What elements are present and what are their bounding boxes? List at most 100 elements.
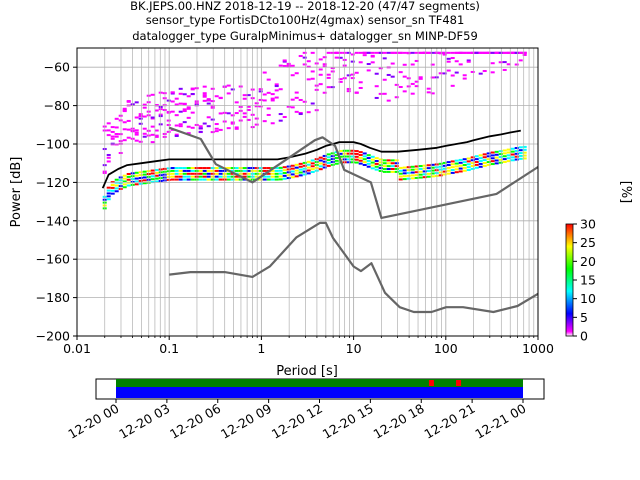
density-cell	[494, 159, 499, 162]
density-cell	[142, 182, 147, 185]
x-tick-label: 0.01	[63, 341, 91, 356]
density-cell	[514, 147, 519, 150]
density-cell	[290, 167, 295, 170]
density-cell	[186, 132, 191, 135]
density-cell	[174, 134, 179, 137]
colorbar-tick-label: 25	[580, 235, 596, 250]
density-cell	[510, 51, 515, 54]
density-cell	[406, 51, 411, 54]
density-cell	[346, 87, 351, 90]
density-cell	[318, 159, 323, 162]
density-cell	[398, 71, 403, 74]
density-cell	[186, 169, 191, 172]
density-cell	[358, 61, 363, 64]
density-cell	[110, 184, 115, 187]
density-cell	[242, 175, 247, 178]
density-cell	[302, 164, 307, 167]
density-cell	[198, 178, 203, 181]
density-cell	[154, 109, 159, 112]
density-cell	[138, 113, 143, 116]
density-cell	[290, 164, 295, 167]
density-cell	[418, 173, 423, 176]
density-cell	[430, 172, 435, 175]
density-cell	[294, 110, 299, 113]
density-cell	[386, 168, 391, 170]
density-cell	[402, 169, 407, 172]
density-cell	[178, 102, 183, 105]
density-cell	[286, 177, 291, 180]
density-cell	[298, 55, 303, 58]
y-tick-label: −60	[44, 60, 70, 75]
density-cell	[474, 161, 479, 164]
density-cell	[374, 51, 379, 54]
density-cell	[270, 175, 275, 178]
density-cell	[514, 63, 519, 66]
density-cell	[478, 72, 483, 75]
density-cell	[486, 158, 491, 161]
density-cell	[402, 75, 407, 78]
density-cell	[226, 175, 231, 178]
density-cell	[358, 153, 363, 156]
density-cell	[186, 172, 191, 175]
density-cell	[374, 162, 379, 165]
density-cell	[382, 159, 387, 162]
density-cell	[138, 117, 143, 120]
density-cell	[446, 166, 451, 169]
density-cell	[522, 154, 527, 157]
density-cell	[482, 159, 487, 162]
plot-frame	[76, 47, 539, 337]
density-cell	[230, 169, 235, 172]
density-cell	[462, 77, 467, 80]
density-cell	[426, 172, 431, 175]
density-cell	[330, 67, 335, 70]
density-cell	[358, 86, 363, 89]
density-cell	[106, 129, 111, 132]
density-cell	[370, 167, 375, 170]
density-cell	[498, 161, 503, 164]
density-cell	[290, 170, 295, 173]
density-cell	[242, 167, 247, 170]
density-cell	[166, 170, 171, 173]
density-cell	[182, 108, 187, 111]
density-cell	[518, 51, 523, 54]
density-cell	[298, 165, 303, 168]
density-cell	[186, 125, 191, 128]
density-cell	[430, 175, 435, 178]
density-cell	[258, 178, 263, 181]
density-cell	[290, 64, 295, 67]
density-cell	[402, 51, 407, 54]
density-cell	[310, 70, 315, 73]
density-cell	[278, 169, 283, 172]
density-cell	[134, 177, 139, 180]
density-cell	[294, 72, 299, 75]
density-cell	[518, 149, 523, 152]
density-cell	[206, 172, 211, 175]
density-cell	[414, 80, 419, 83]
density-cell	[410, 82, 415, 85]
density-cell	[470, 162, 475, 165]
density-cell	[302, 63, 307, 66]
density-cell	[290, 74, 295, 77]
coverage-tick-label: 12-20 18	[371, 401, 427, 442]
density-cell	[462, 163, 467, 166]
density-cell	[282, 177, 287, 180]
density-cell	[334, 162, 339, 165]
density-cell	[282, 174, 287, 177]
density-cell	[394, 83, 399, 86]
density-cell	[170, 91, 175, 94]
density-cell	[134, 131, 139, 134]
density-cell	[154, 134, 159, 137]
coverage-tick-label: 12-20 15	[320, 401, 376, 442]
density-cell	[302, 167, 307, 170]
density-cell	[454, 159, 459, 162]
density-cell	[182, 121, 187, 124]
density-cell	[246, 169, 251, 172]
density-cell	[414, 85, 419, 88]
density-cell	[466, 157, 471, 160]
density-cell	[474, 166, 479, 169]
density-cell	[206, 167, 211, 170]
density-cell	[126, 119, 131, 122]
density-cell	[234, 169, 239, 172]
density-cell	[166, 173, 171, 176]
density-cell	[262, 93, 267, 96]
